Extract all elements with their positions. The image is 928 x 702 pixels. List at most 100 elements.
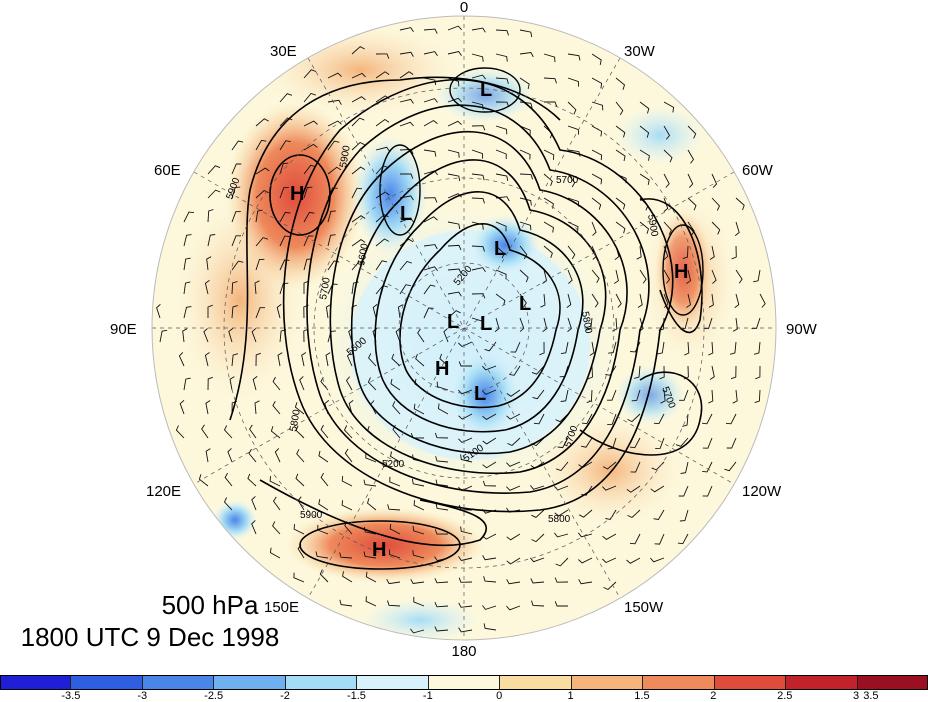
wind-barb [392,401,401,415]
wind-barb [567,245,576,260]
wind-barb [303,143,318,151]
wind-barb [531,509,545,518]
wind-barb [327,140,340,151]
wind-barb [231,260,244,271]
wind-barb [247,473,257,487]
wind-barb [684,341,690,356]
wind-barb [615,149,626,162]
wind-barb [587,365,593,380]
wind-barb [204,352,210,367]
wind-barb [413,596,425,607]
wind-barb [367,377,377,391]
wind-barb [303,211,315,223]
wind-barb [557,437,569,449]
wind-barb [231,305,238,319]
wind-barb [412,550,425,559]
contour-label: 5900 [300,510,323,521]
wind-barb [231,281,238,295]
pressure-centers: H H H H L L L L L L L [290,79,688,561]
high-center: H [372,539,386,561]
lon-label-90e: 90E [110,321,137,338]
wind-barb [435,503,449,511]
wind-barb [447,193,462,199]
wind-barb [348,400,354,415]
wind-barb [346,352,353,367]
wind-barb [602,485,617,491]
wind-barb [519,125,531,136]
wind-barb [506,485,521,491]
wind-barb [254,400,260,415]
wind-barb [759,293,766,308]
contour-label: 5700 [318,276,333,300]
wind-barb [327,120,342,127]
wind-barb [423,307,434,319]
wind-barb [410,628,425,634]
wind-barb [327,166,342,175]
lon-label-0: 0 [460,0,468,16]
wind-barb [591,101,604,111]
colorbar-tick-label: 2 [710,690,717,702]
wind-barb [482,365,497,371]
wind-barb [375,118,390,127]
wind-barb [519,52,534,58]
wind-barb [519,293,527,308]
wind-barb [339,552,353,559]
wind-barb [303,120,318,127]
wind-barb [578,532,593,538]
wind-barb [506,579,521,585]
wind-barb [387,504,401,511]
wind-barb [711,221,721,235]
wind-barb [554,509,569,517]
wind-barb [663,221,672,235]
wind-barb [399,51,414,57]
wind-barb [591,293,599,308]
wind-barb [543,53,556,63]
wind-barb [506,389,521,397]
wind-barb [724,461,737,472]
wind-barb [458,413,473,420]
colorbar-tick-label: -3 [137,690,148,702]
wind-barb [663,125,671,140]
wind-barb [663,149,673,163]
wind-barb [701,413,713,425]
lon-label-180: 180 [451,643,476,660]
wind-barb [482,413,497,420]
contour-label: 5600 [356,242,371,266]
wind-barb [543,221,554,233]
wind-barb [254,280,260,295]
wind-barb [458,627,473,633]
wind-barb [507,437,521,447]
wind-barb [495,221,507,232]
wind-barbs [156,25,766,634]
low-center: L [519,293,531,315]
wind-barb [734,293,740,308]
wind-barb [251,328,257,343]
wind-barb [423,197,438,203]
wind-barb [471,245,485,252]
wind-barb [578,579,593,585]
wind-barb [495,196,510,202]
wind-barb [607,437,617,450]
wind-barb [679,389,689,401]
lon-label-60e: 60E [154,162,181,179]
wind-barb [375,71,390,79]
wind-barb [399,121,414,127]
colorbar-swatch [285,675,358,689]
wind-barb [533,413,545,425]
wind-barb [657,341,665,355]
wind-barb [447,50,462,56]
wind-barb [415,353,425,367]
wind-barb [687,173,694,188]
wind-barb [687,125,697,139]
wind-barb [626,485,641,493]
wind-barb [560,341,569,355]
wind-barb [231,163,242,175]
wind-barb [434,432,449,439]
contour-label: 5200 [382,459,405,470]
wind-barb [207,209,214,223]
wind-barb [708,293,714,308]
wind-barb [543,77,557,84]
wind-barb [295,425,305,439]
wind-barb [272,400,281,415]
wind-barb [255,139,267,151]
